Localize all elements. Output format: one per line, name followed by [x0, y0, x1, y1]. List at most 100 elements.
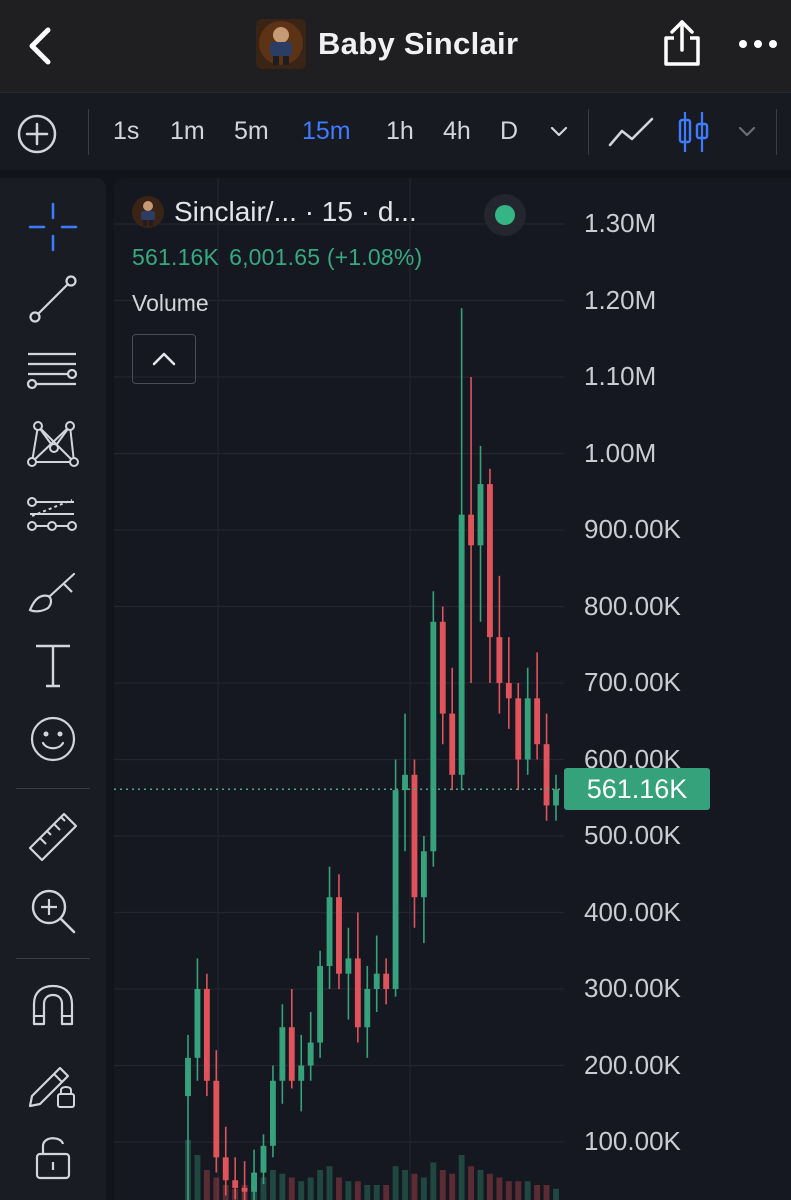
- candle: [449, 667, 456, 791]
- volume-bar: [288, 1177, 295, 1200]
- pattern-icon: [27, 421, 79, 467]
- volume-bar: [402, 1170, 408, 1200]
- add-indicator-button[interactable]: [16, 113, 58, 155]
- ellipsis-icon: [739, 40, 777, 48]
- chevron-left-icon: [29, 27, 51, 65]
- interval-5m[interactable]: 5m: [234, 117, 269, 145]
- candle: [185, 1034, 191, 1200]
- volume-bar: [430, 1162, 437, 1200]
- emoji-tool[interactable]: [24, 710, 82, 768]
- volume-bar: [468, 1166, 475, 1200]
- candle: [345, 927, 352, 1020]
- candle: [524, 667, 531, 775]
- candlestick-icon: [678, 112, 709, 152]
- candle: [203, 973, 210, 1097]
- volume-bar: [515, 1181, 522, 1200]
- candle: [402, 713, 408, 852]
- zoom-in-tool[interactable]: [24, 882, 82, 940]
- interval-1h[interactable]: 1h: [386, 117, 414, 145]
- crosshair-tool[interactable]: [24, 198, 82, 256]
- back-button[interactable]: [18, 22, 66, 70]
- price-axis-label: 1.10M: [584, 361, 657, 391]
- chart-legend[interactable]: Sinclair/... · 15 · d...: [132, 192, 417, 232]
- legend-change: 6,001.65 (+1.08%): [229, 244, 423, 270]
- candle-chart-type-button[interactable]: [676, 109, 712, 160]
- smiley-icon: [30, 716, 76, 762]
- volume-bar: [251, 1181, 257, 1200]
- volume-bar: [260, 1177, 267, 1200]
- interval-4h[interactable]: 4h: [443, 117, 471, 145]
- price-axis-label: 300.00K: [584, 973, 681, 1003]
- candle: [213, 1050, 220, 1173]
- volume-bar: [411, 1173, 418, 1200]
- price-axis-label: 1.00M: [584, 437, 657, 468]
- volume-indicator-label[interactable]: Volume: [132, 290, 209, 316]
- candle: [439, 606, 446, 745]
- price-axis-label: 400.00K: [584, 896, 681, 927]
- interval-1m[interactable]: 1m: [170, 117, 205, 145]
- candle: [487, 468, 493, 683]
- pencil-lock-icon: [28, 1066, 75, 1108]
- magnet-mode-tool[interactable]: [24, 978, 82, 1036]
- pattern-tool[interactable]: [24, 416, 82, 474]
- chart-toolbar: 1s 1m 5m 15m 1h 4h D: [0, 92, 791, 170]
- share-icon: [664, 20, 700, 66]
- magnet-icon: [32, 984, 74, 1026]
- volume-bar: [326, 1166, 333, 1200]
- volume-bar: [458, 1155, 465, 1200]
- legend-token-avatar: [132, 196, 164, 228]
- interval-dropdown-button[interactable]: [546, 119, 572, 150]
- candle: [383, 958, 390, 1005]
- more-options-button[interactable]: [734, 28, 782, 60]
- tools-divider: [16, 788, 90, 789]
- lock-drawings-tool[interactable]: [24, 1054, 82, 1112]
- interval-d[interactable]: D: [500, 117, 519, 145]
- fib-retracement-tool[interactable]: [24, 344, 82, 402]
- share-button[interactable]: [658, 18, 706, 70]
- collapse-indicators-button[interactable]: [132, 334, 196, 384]
- candle: [222, 1126, 229, 1196]
- candle: [354, 912, 361, 1043]
- price-axis-label: 800.00K: [584, 590, 681, 621]
- volume-bar: [487, 1173, 493, 1200]
- price-axis-label: 100.00K: [584, 1126, 681, 1156]
- volume-bar: [524, 1181, 531, 1200]
- candle: [373, 935, 380, 1012]
- volume-bar: [336, 1177, 342, 1200]
- chevron-up-icon: [152, 352, 176, 366]
- candle: [553, 774, 559, 821]
- measure-tool[interactable]: [24, 808, 82, 866]
- legend-symbol[interactable]: Sinclair/... · 15 · d...: [174, 196, 417, 227]
- volume-bar: [496, 1177, 503, 1200]
- chevron-down-icon: [738, 126, 756, 137]
- horizontal-lines-icon: [26, 352, 78, 390]
- unlock-tool[interactable]: [24, 1128, 82, 1186]
- legend-price: 561.16K: [132, 244, 220, 270]
- volume-bar: [317, 1170, 324, 1200]
- volume-bar: [383, 1185, 390, 1200]
- candle: [288, 989, 295, 1089]
- volume-bar: [364, 1185, 371, 1200]
- volume-bar: [477, 1170, 484, 1200]
- candle: [260, 1134, 267, 1185]
- interval-15m[interactable]: 15m: [302, 117, 351, 145]
- volume-bar: [543, 1185, 550, 1200]
- brush-tool[interactable]: [24, 564, 82, 622]
- candle: [317, 950, 324, 1058]
- price-chart[interactable]: [114, 178, 791, 1200]
- volume-bar: [241, 1185, 248, 1200]
- candle: [251, 1149, 257, 1200]
- candle: [307, 1011, 314, 1081]
- chart-type-dropdown-button[interactable]: [734, 119, 760, 150]
- price-axis-label: 200.00K: [584, 1049, 681, 1080]
- volume-bar: [449, 1173, 456, 1200]
- trend-line-tool[interactable]: [24, 270, 82, 328]
- volume-bar: [222, 1185, 229, 1200]
- line-chart-type-button[interactable]: [606, 111, 656, 158]
- projection-tool[interactable]: [24, 490, 82, 548]
- zoom-in-icon: [31, 889, 76, 934]
- chart-pane[interactable]: Sinclair/... · 15 · d... 561.16K 6,001.65…: [114, 178, 791, 1200]
- text-tool[interactable]: [24, 638, 82, 696]
- interval-1s[interactable]: 1s: [113, 117, 140, 145]
- volume-bar: [420, 1177, 427, 1200]
